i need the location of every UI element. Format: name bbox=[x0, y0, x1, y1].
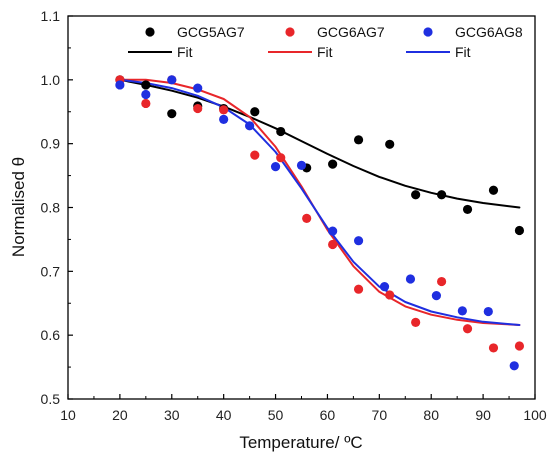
y-tick-label: 1.0 bbox=[41, 72, 61, 88]
legend-marker-gcg5ag7 bbox=[145, 27, 155, 37]
x-tick-label: 60 bbox=[320, 407, 336, 423]
data-point-gcg5ag7 bbox=[385, 139, 395, 149]
data-point-gcg6ag8 bbox=[219, 114, 229, 125]
y-tick-label: 0.7 bbox=[41, 263, 61, 279]
data-point-gcg6ag7 bbox=[250, 150, 260, 160]
fit-line-gcg5ag7 bbox=[118, 78, 521, 209]
y-tick-label: 0.6 bbox=[41, 327, 61, 343]
legend-fit-label: Fit bbox=[455, 44, 471, 60]
data-point-gcg5ag7 bbox=[437, 190, 447, 200]
data-point-gcg6ag7 bbox=[462, 324, 473, 334]
data-point-gcg6ag8 bbox=[245, 121, 255, 131]
data-point-gcg6ag7 bbox=[328, 239, 338, 250]
y-axis-ticks: 0.5 0.6 0.7 0.8 0.9 1.0 1.1 bbox=[41, 8, 73, 407]
x-axis-ticks: 10 20 30 40 50 60 70 80 90 100 bbox=[60, 394, 547, 423]
data-point-gcg5ag7 bbox=[276, 126, 286, 137]
data-point-gcg5ag7 bbox=[411, 190, 421, 200]
legend: GCG5AG7 Fit GCG6AG7 Fit GCG6AG8 Fit bbox=[128, 24, 523, 60]
data-point-gcg6ag8 bbox=[483, 306, 493, 317]
data-point-gcg6ag7 bbox=[302, 213, 312, 223]
data-point-gcg6ag7 bbox=[437, 276, 447, 287]
data-point-gcg6ag8 bbox=[457, 306, 467, 316]
data-point-gcg6ag7 bbox=[193, 103, 203, 114]
legend-label: GCG6AG7 bbox=[317, 24, 385, 40]
data-point-gcg6ag8 bbox=[431, 290, 442, 301]
data-point-gcg5ag7 bbox=[462, 204, 473, 215]
x-axis-title: Temperature/ ºC bbox=[239, 433, 362, 452]
legend-label: GCG5AG7 bbox=[177, 24, 245, 40]
y-tick-label: 0.8 bbox=[41, 200, 61, 216]
data-point-gcg5ag7 bbox=[353, 135, 364, 145]
data-point-gcg6ag7 bbox=[219, 105, 229, 115]
data-point-gcg6ag8 bbox=[167, 75, 177, 85]
data-point-gcg6ag7 bbox=[411, 317, 421, 327]
fit-line-gcg6ag8 bbox=[118, 78, 521, 326]
y-axis-title: Normalised θ bbox=[9, 157, 28, 257]
data-point-gcg6ag8 bbox=[270, 162, 281, 172]
x-tick-label: 100 bbox=[523, 407, 547, 423]
data-point-gcg6ag7 bbox=[141, 98, 151, 109]
fit-line-gcg6ag7 bbox=[118, 78, 521, 326]
data-point-gcg5ag7 bbox=[141, 80, 151, 90]
legend-marker-gcg6ag8 bbox=[423, 27, 433, 37]
data-point-gcg6ag8 bbox=[509, 361, 519, 371]
data-points bbox=[115, 75, 525, 371]
data-point-gcg5ag7 bbox=[488, 185, 499, 195]
x-tick-label: 30 bbox=[164, 407, 180, 423]
data-point-gcg6ag8 bbox=[328, 226, 338, 236]
x-tick-label: 20 bbox=[112, 407, 128, 423]
data-point-gcg6ag8 bbox=[141, 89, 151, 100]
y-tick-label: 1.1 bbox=[41, 8, 61, 24]
data-point-gcg5ag7 bbox=[328, 159, 338, 169]
fit-lines bbox=[118, 78, 521, 326]
x-tick-label: 50 bbox=[268, 407, 284, 423]
data-point-gcg6ag8 bbox=[193, 83, 203, 93]
x-tick-label: 40 bbox=[216, 407, 232, 423]
x-tick-label: 90 bbox=[475, 407, 491, 423]
y-tick-label: 0.9 bbox=[41, 136, 61, 152]
data-point-gcg6ag8 bbox=[379, 282, 390, 292]
legend-fit-label: Fit bbox=[177, 44, 193, 60]
data-point-gcg5ag7 bbox=[514, 225, 525, 236]
data-point-gcg5ag7 bbox=[167, 109, 177, 119]
data-point-gcg6ag8 bbox=[296, 160, 307, 170]
x-tick-label: 70 bbox=[372, 407, 388, 423]
legend-fit-label: Fit bbox=[317, 44, 333, 60]
legend-label: GCG6AG8 bbox=[455, 24, 523, 40]
y-tick-label: 0.5 bbox=[41, 391, 61, 407]
data-point-gcg5ag7 bbox=[250, 107, 260, 117]
data-point-gcg6ag7 bbox=[276, 153, 286, 163]
data-point-gcg6ag7 bbox=[385, 290, 395, 300]
x-tick-label: 80 bbox=[423, 407, 439, 423]
x-tick-label: 10 bbox=[60, 407, 76, 423]
data-point-gcg6ag8 bbox=[405, 274, 416, 284]
data-point-gcg6ag8 bbox=[115, 80, 125, 90]
data-point-gcg6ag7 bbox=[514, 341, 525, 351]
legend-marker-gcg6ag7 bbox=[285, 27, 295, 37]
data-point-gcg6ag7 bbox=[353, 284, 364, 294]
data-point-gcg6ag8 bbox=[353, 236, 364, 246]
data-point-gcg6ag7 bbox=[488, 343, 499, 353]
